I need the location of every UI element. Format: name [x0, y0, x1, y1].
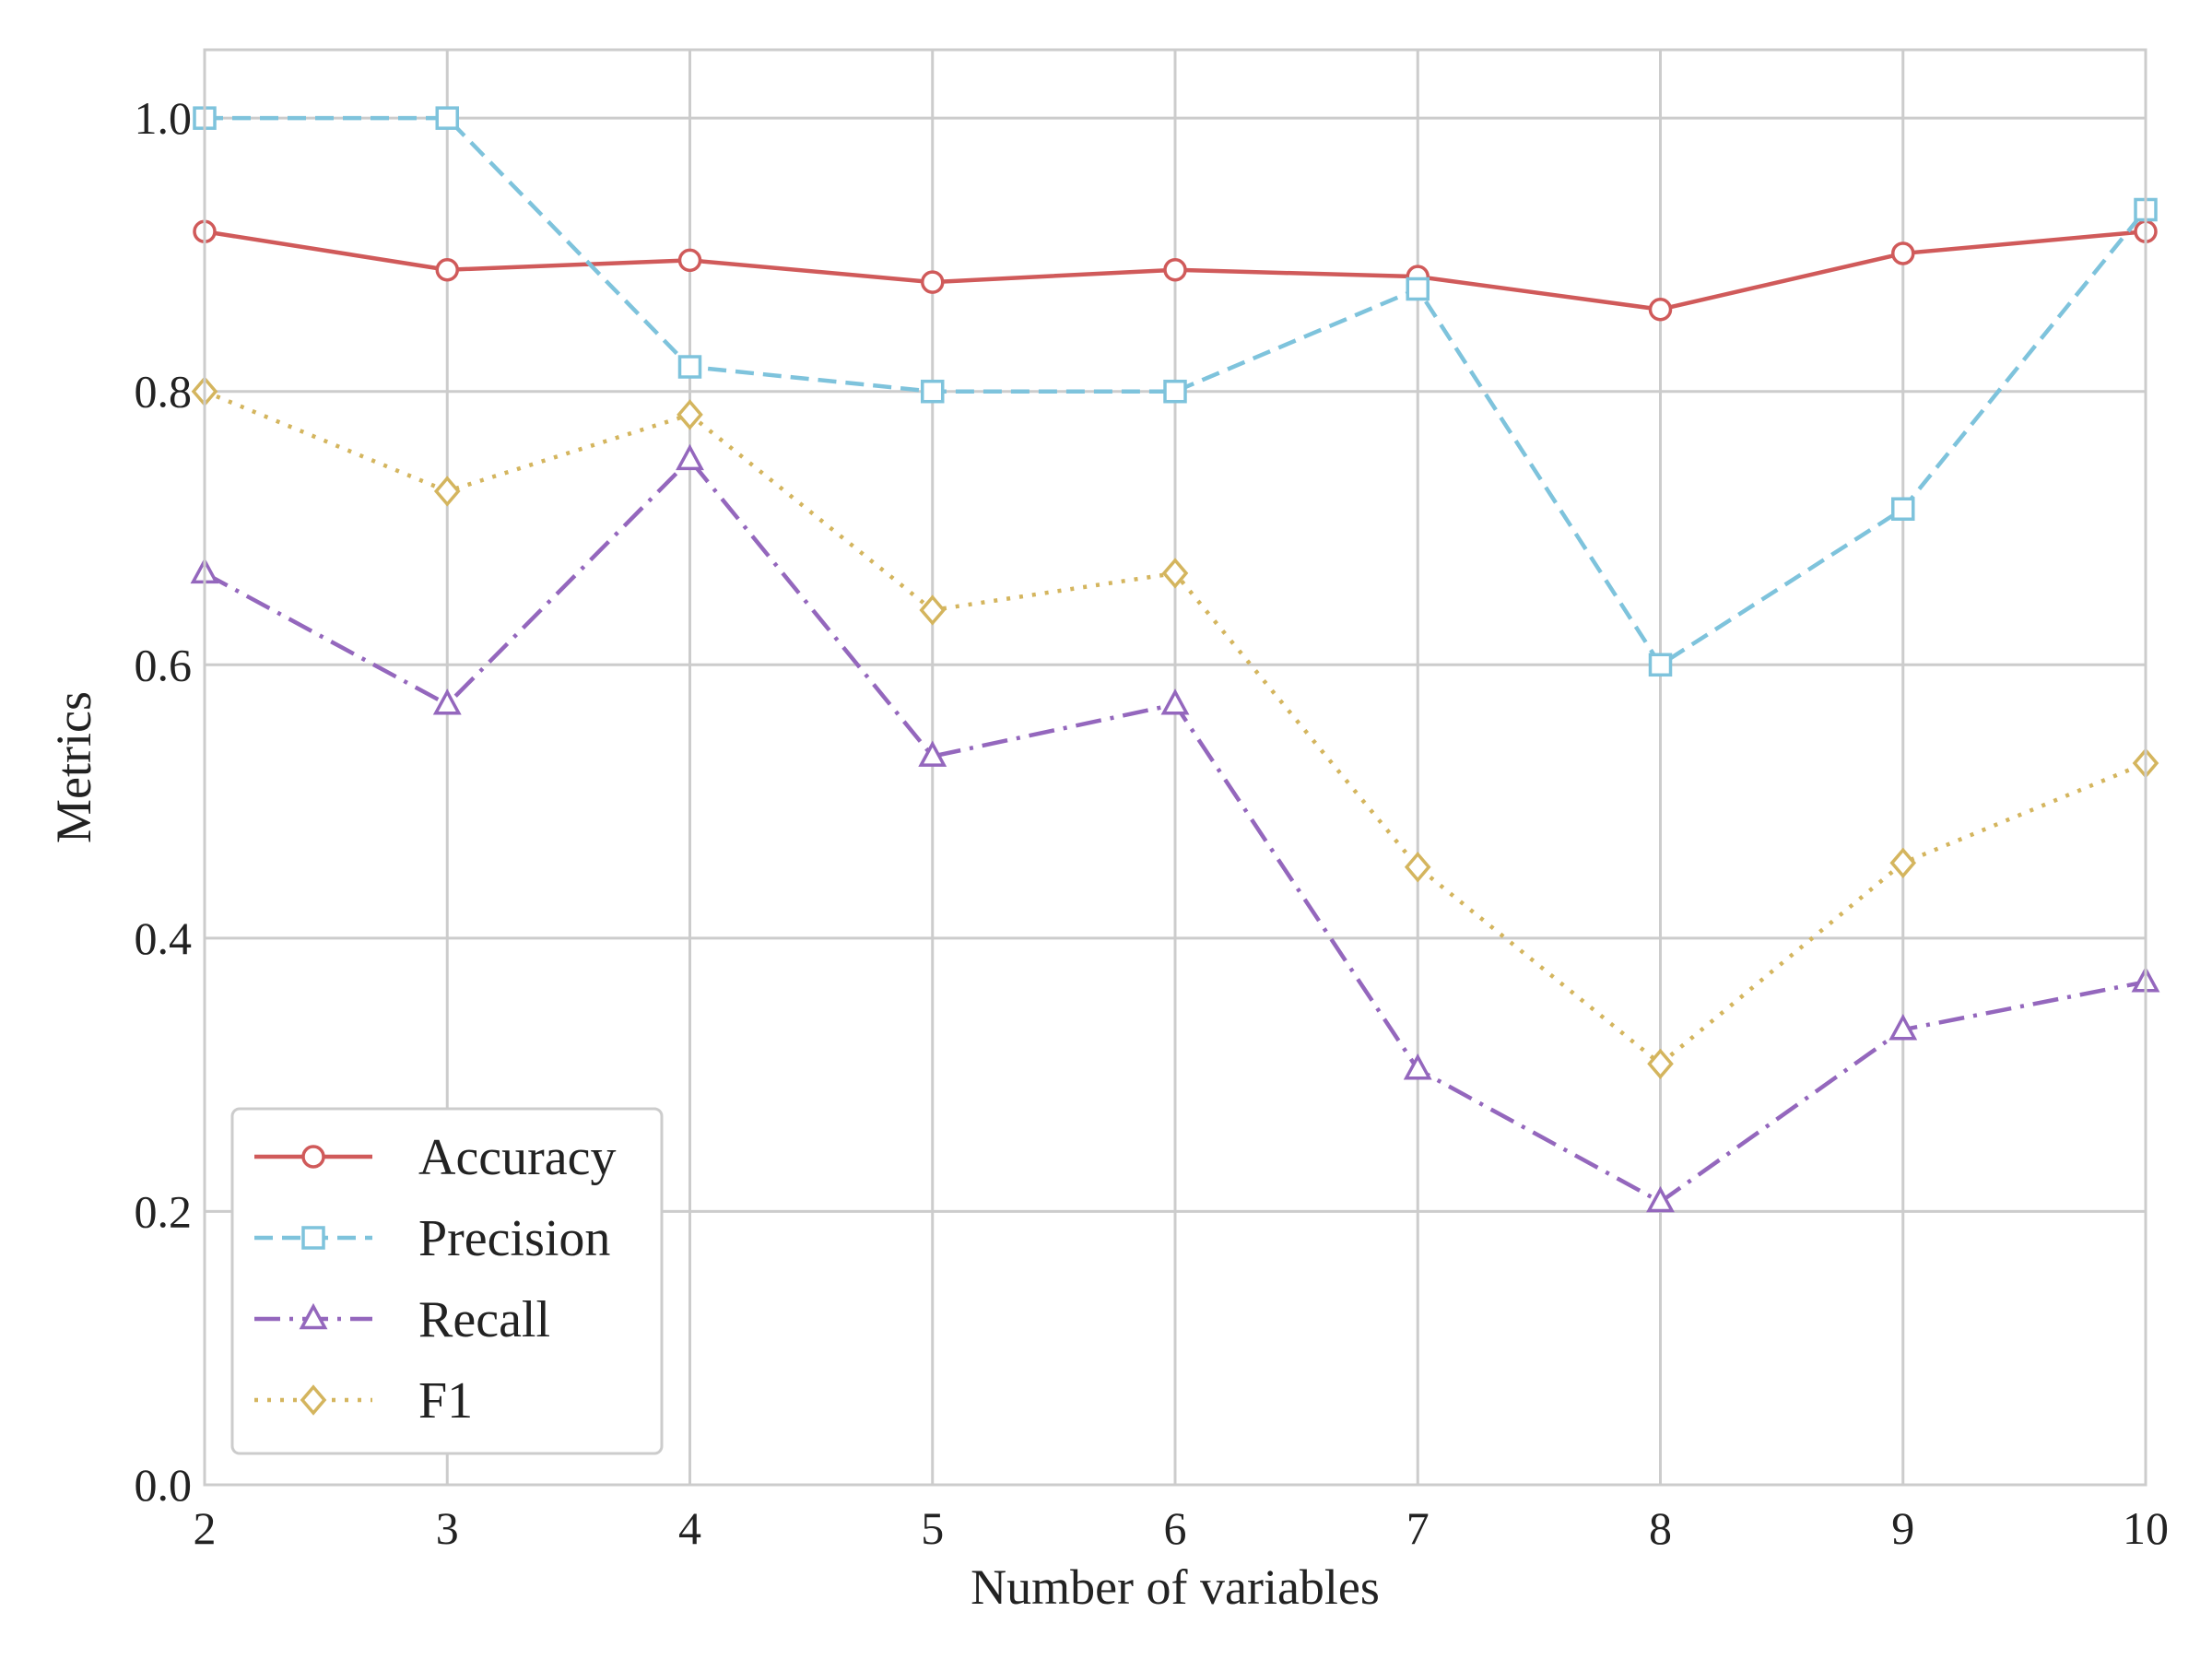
data-point — [1891, 241, 1915, 265]
legend-label: Accuracy — [418, 1129, 617, 1186]
data-point — [1647, 1048, 1674, 1079]
legend-item-precision: Precision — [254, 1210, 610, 1267]
legend-item-accuracy: Accuracy — [254, 1129, 617, 1186]
x-tick-label: 8 — [1649, 1502, 1672, 1554]
y-tick-label: 0.6 — [135, 639, 193, 690]
x-tick-label: 4 — [678, 1502, 701, 1554]
data-point — [1648, 297, 1673, 322]
legend: Accuracy Precision Recall F1 — [230, 1107, 664, 1455]
x-tick-label: 10 — [2123, 1502, 2169, 1554]
data-point — [677, 399, 703, 430]
data-point — [1648, 653, 1673, 677]
series-precision — [193, 106, 2158, 677]
legend-marker — [301, 1145, 325, 1169]
x-axis-label: Number of variables — [971, 1559, 1380, 1615]
x-tick-labels: 2 3 4 5 6 7 8 9 10 — [194, 1502, 2170, 1554]
series-line — [205, 115, 2147, 667]
y-tick-labels: 0.0 0.2 0.4 0.6 0.8 1.0 — [135, 92, 193, 1511]
legend-item-f1: F1 — [254, 1372, 473, 1430]
legend-marker — [299, 1302, 328, 1330]
y-tick-label: 1.0 — [135, 92, 193, 144]
data-point — [1163, 379, 1187, 404]
data-point — [435, 257, 459, 282]
data-point — [676, 443, 704, 471]
legend-marker — [301, 1226, 325, 1250]
legend-label: Precision — [418, 1210, 610, 1267]
series-accuracy — [193, 219, 2158, 322]
x-tick-label: 2 — [194, 1502, 217, 1554]
x-tick-label: 5 — [921, 1502, 944, 1554]
data-point — [918, 740, 947, 767]
y-axis-label: Metrics — [46, 691, 101, 843]
data-point — [1403, 1053, 1432, 1080]
data-point — [1889, 847, 1917, 878]
data-point — [1161, 558, 1189, 589]
data-point — [919, 594, 947, 626]
data-point — [433, 476, 461, 507]
data-point — [1160, 688, 1190, 715]
data-point — [1891, 497, 1915, 521]
y-tick-label: 0.8 — [135, 366, 193, 418]
data-point — [1404, 852, 1431, 883]
data-point — [435, 106, 459, 130]
legend-item-recall: Recall — [254, 1291, 550, 1348]
y-tick-label: 0.4 — [135, 912, 193, 964]
data-point — [1888, 1014, 1918, 1041]
series-f1 — [191, 376, 2159, 1079]
legend-marker — [300, 1384, 327, 1416]
data-point — [432, 688, 462, 715]
x-tick-label: 6 — [1164, 1502, 1187, 1554]
data-point — [677, 355, 702, 379]
legend-box — [230, 1107, 664, 1455]
plot-frame — [203, 48, 2147, 1487]
data-point — [1406, 276, 1430, 301]
data-point — [677, 248, 702, 273]
data-point — [1163, 257, 1187, 282]
x-tick-label: 9 — [1891, 1502, 1914, 1554]
y-tick-label: 0.0 — [135, 1459, 193, 1511]
data-point — [921, 270, 945, 294]
legend-label: Recall — [418, 1291, 550, 1348]
legend-label: F1 — [418, 1372, 473, 1430]
x-tick-label: 7 — [1406, 1502, 1430, 1554]
data-point — [1646, 1185, 1675, 1213]
x-tick-label: 3 — [436, 1502, 459, 1554]
y-tick-label: 0.2 — [135, 1185, 193, 1237]
data-point — [921, 379, 945, 404]
